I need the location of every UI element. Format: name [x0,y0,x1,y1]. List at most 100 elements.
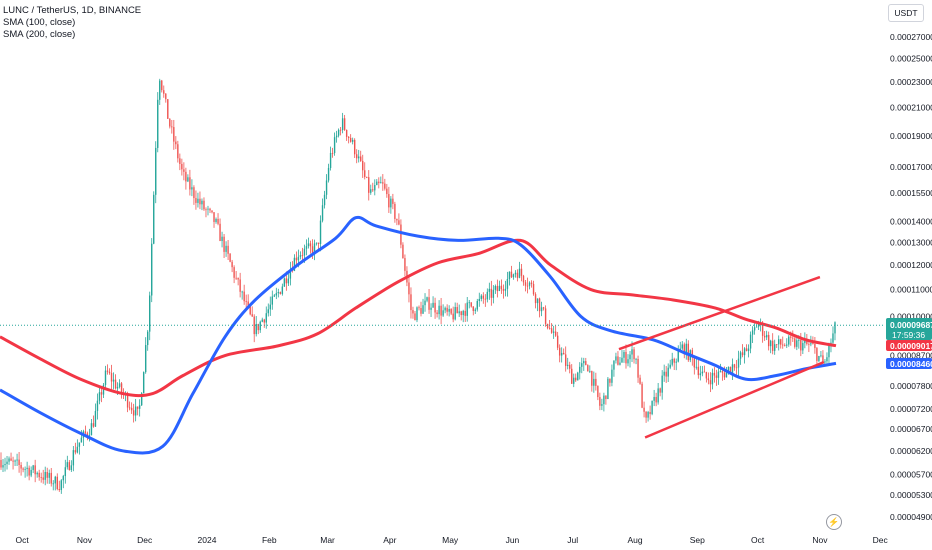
candle-down [641,383,643,408]
candle-down [609,378,611,383]
candle-down [763,335,766,338]
candle-down [687,343,689,361]
candle-up [663,371,665,376]
candle-down [235,277,237,279]
candle-up [681,344,683,349]
candle-up [36,472,38,475]
candle-down [733,364,736,368]
candle-up [142,372,145,394]
candle-up [731,364,734,373]
candle-up [225,245,227,252]
candle-down [784,345,786,346]
candle-down [516,272,519,278]
x-tick-label: Jun [506,535,520,545]
candle-down [410,294,412,311]
candle-down [364,170,366,177]
candle-up [289,269,292,279]
price-tag: 0.00009687 17:59:36 [886,318,932,340]
candle-up [265,313,267,323]
candle-up [621,357,623,363]
candle-down [0,460,2,468]
candle-down [386,188,388,195]
candle-down [229,253,231,262]
candle-up [540,307,543,312]
candle-up [70,465,73,471]
candle-down [542,307,545,309]
candle-up [613,360,615,370]
candle-down [74,450,77,453]
candle-up [788,336,790,345]
candle-down [167,99,169,119]
candle-down [223,236,225,252]
candle-down [440,305,442,316]
y-tick-label: 0.00006200 [890,446,932,456]
candle-down [171,126,173,128]
candle-down [546,323,549,329]
lightning-icon[interactable]: ⚡ [826,514,842,530]
candle-down [368,177,370,193]
candle-down [349,137,352,142]
candle-up [104,370,107,385]
candle-up [303,248,306,256]
x-tick-label: Nov [812,535,828,545]
candle-up [629,354,631,360]
candle-up [261,319,263,322]
candle-up [241,291,243,293]
currency-selector[interactable]: USDT [888,4,924,22]
x-tick-label: Sep [690,535,705,545]
legend-sma200[interactable]: SMA (200, close) [3,29,75,40]
candle-down [132,410,135,416]
candle-up [159,80,161,100]
candle-down [175,141,177,145]
candle-up [832,333,834,343]
candle-down [203,200,205,210]
candle-up [138,405,141,409]
candle-down [472,306,474,311]
y-tick-label: 0.00007800 [890,381,932,391]
candle-down [251,314,253,317]
candle-down [782,344,784,346]
candle-down [548,328,551,329]
legend-sma100[interactable]: SMA (100, close) [3,17,75,28]
y-tick-label: 0.00005300 [890,490,932,500]
candle-up [651,400,653,415]
candle-up [16,459,18,461]
candle-up [498,285,501,292]
candle-down [179,158,181,164]
candle-down [402,244,404,259]
candle-up [798,339,800,341]
candle-up [329,153,332,168]
candle-down [707,378,710,381]
candle-down [595,378,597,386]
candle-down [490,288,493,298]
candle-down [703,371,706,373]
candle-down [470,302,472,307]
candle-down [605,395,607,400]
candle-down [396,218,398,221]
candle-up [778,339,780,345]
x-tick-label: Jul [567,535,578,545]
candle-down [120,383,123,393]
candle-down [683,344,685,355]
candle-down [450,308,452,314]
candle-up [341,118,344,130]
candle-up [593,378,595,386]
candle-up [323,194,326,206]
y-tick-label: 0.00010000 [890,311,932,321]
candle-down [649,412,651,415]
candle-down [173,127,175,142]
y-tick-label: 0.00027000 [890,32,932,42]
candle-up [151,243,153,296]
candle-down [524,282,527,286]
candle-down [806,340,808,344]
candle-up [474,309,476,311]
candle-down [655,396,657,403]
candle-up [492,289,495,298]
candle-down [500,285,503,290]
candle-down [40,477,42,478]
candle-down [10,458,12,461]
candle-down [209,208,211,211]
candle-up [619,362,621,365]
candle-down [20,464,22,469]
